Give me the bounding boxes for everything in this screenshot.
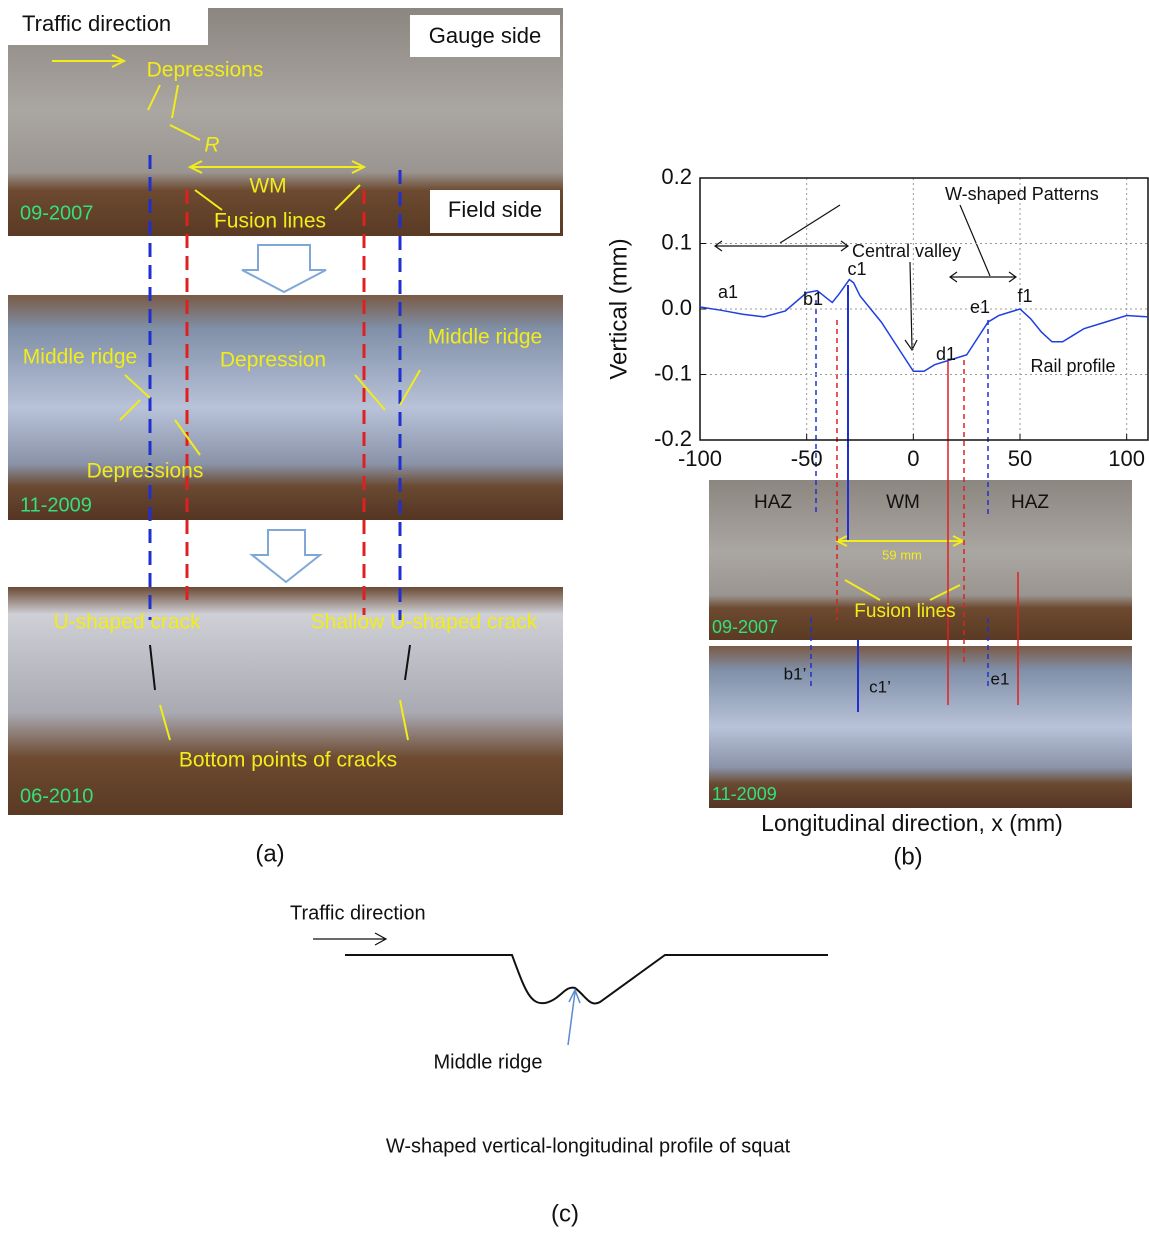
y-tick-label: 0.1 — [661, 229, 692, 254]
label: Bottom points of cracks — [179, 749, 397, 772]
label: Middle ridge — [428, 326, 542, 349]
label: 06-2010 — [20, 785, 93, 807]
label: c1 — [847, 259, 866, 279]
label: (b) — [893, 843, 922, 870]
label: 11-2009 — [20, 494, 92, 516]
label: e1 — [970, 297, 990, 317]
label: W-shaped vertical-longitudinal profile o… — [386, 1135, 791, 1157]
label: c1’ — [869, 677, 891, 696]
label: W-shaped Patterns — [945, 184, 1099, 204]
label: Rail profile — [1030, 356, 1115, 376]
label: Central valley — [852, 241, 961, 261]
label: Middle ridge — [23, 346, 137, 369]
label: Fusion lines — [854, 601, 955, 622]
label: WM — [249, 175, 286, 198]
x-tick-label: 100 — [1108, 446, 1145, 471]
label: 11-2009 — [712, 784, 777, 804]
label: R — [204, 134, 219, 157]
label: (c) — [551, 1200, 579, 1227]
arrow — [313, 933, 386, 945]
label: Traffic direction — [22, 11, 171, 36]
x-tick-label: 50 — [1008, 446, 1032, 471]
y-axis-label: Vertical (mm) — [605, 238, 632, 379]
y-tick-label: -0.1 — [654, 360, 692, 385]
x-tick-label: 0 — [907, 446, 919, 471]
label: Gauge side — [429, 23, 542, 48]
y-tick-label: 0.0 — [661, 295, 692, 320]
x-tick-label: -50 — [791, 446, 823, 471]
label: d1 — [936, 344, 956, 364]
label: HAZ — [1011, 492, 1049, 513]
figure: 09-2007 Traffic direction Gauge side Depres… — [0, 0, 1149, 1233]
label: 09-2007 — [712, 617, 778, 637]
label: b1’ — [784, 664, 807, 683]
label: a1 — [718, 282, 738, 302]
label: (a) — [255, 840, 284, 867]
down-arrow — [242, 245, 326, 292]
label: Middle ridge — [434, 1051, 543, 1073]
label: b1 — [803, 289, 823, 309]
label: Depressions — [87, 460, 204, 483]
label: HAZ — [754, 492, 792, 513]
profile-sketch — [313, 933, 828, 1004]
arrow — [568, 990, 580, 1045]
label: Shallow U-shaped crack — [311, 611, 538, 634]
y-tick-label: 0.2 — [661, 164, 692, 189]
label: Depression — [220, 349, 326, 372]
label: Fusion lines — [214, 210, 326, 233]
label: Longitudinal direction, x (mm) — [761, 810, 1063, 836]
x-tick-label: -100 — [678, 446, 722, 471]
profile — [345, 955, 828, 1004]
label: 59 mm — [882, 547, 922, 562]
label: U-shaped crack — [53, 611, 201, 634]
label: 09-2007 — [20, 202, 93, 224]
label: f1 — [1017, 286, 1032, 306]
label: Field side — [448, 197, 542, 222]
label: e1 — [991, 669, 1010, 688]
down-arrow — [252, 530, 320, 582]
label: Depressions — [147, 59, 264, 82]
label: WM — [886, 492, 920, 513]
label: Traffic direction — [290, 902, 426, 924]
